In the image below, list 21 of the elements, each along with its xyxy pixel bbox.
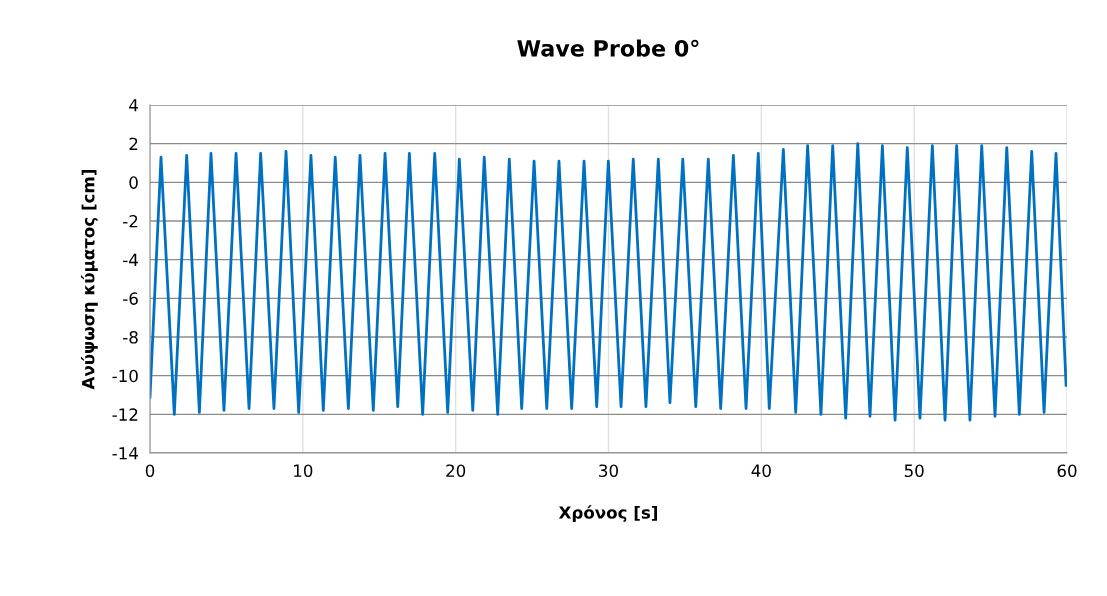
x-tick-label: 10 (294, 464, 313, 478)
y-tick-label: -6 (123, 292, 138, 305)
line-series (150, 142, 1067, 422)
x-tick-label: 60 (1057, 464, 1077, 478)
y-tick-label: -10 (112, 369, 138, 383)
y-tick-label: -8 (123, 330, 138, 344)
y-tick-label: 4 (129, 99, 138, 112)
chart-title: Wave Probe 0° (517, 39, 699, 57)
x-tick-label: 40 (751, 464, 771, 478)
x-tick-label: 0 (145, 464, 155, 478)
x-axis-title: Χρόνος [s] (558, 505, 657, 523)
y-tick-label: 0 (129, 176, 138, 189)
y-axis-title: Ανύψωση κύματος [cm] (80, 169, 98, 390)
x-tick-label: 30 (599, 464, 618, 478)
y-tick-label: -4 (123, 253, 138, 266)
y-tick-label: -14 (112, 447, 138, 460)
x-tick-label: 20 (446, 464, 466, 478)
y-tick-label: 2 (129, 137, 138, 150)
x-tick-label: 50 (904, 464, 924, 478)
y-tick-label: -2 (123, 214, 138, 228)
y-tick-label: -12 (112, 408, 138, 421)
